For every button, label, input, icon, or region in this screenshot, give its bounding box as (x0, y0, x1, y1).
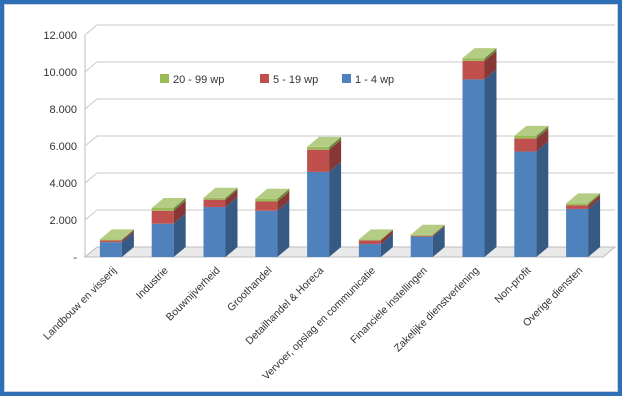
bar-segment-side (329, 136, 342, 150)
bar-top (566, 193, 601, 204)
bar-top (410, 224, 445, 235)
bar-segment-side (432, 225, 445, 237)
y-tick-label: 10.000 (43, 67, 77, 79)
y-tick-label: 4.000 (49, 178, 77, 190)
bar-top (99, 229, 134, 240)
x-tick-label: Bouwnijverheid (164, 265, 223, 324)
legend-swatch (260, 74, 269, 83)
bar-segment (410, 234, 433, 236)
bar-segment-side (588, 193, 601, 206)
y-tick-label: 2.000 (49, 215, 77, 227)
y-gridline (84, 209, 615, 221)
x-tick-label: Industrie (134, 265, 171, 302)
bar-segment (566, 205, 589, 209)
y-gridline (84, 24, 615, 36)
y-gridline (84, 135, 615, 147)
y-tick-label: 12.000 (43, 30, 77, 42)
bar-segment (307, 149, 330, 172)
bar-segment (99, 242, 122, 257)
bar-segment (514, 151, 537, 257)
bar-segment-side (380, 230, 393, 245)
bar-segment-side (121, 229, 134, 241)
bar-segment (358, 244, 381, 257)
x-tick-label: Non-profit (492, 265, 533, 306)
bar-segment-side (121, 232, 134, 257)
bar-segment-side (121, 230, 134, 243)
y-gridline (84, 172, 615, 184)
bar-segment (462, 60, 485, 80)
bar-segment (99, 239, 122, 241)
bar-segment-side (536, 128, 549, 152)
bar-segment (203, 199, 226, 208)
bar-segment (358, 239, 381, 241)
bar-top (151, 197, 186, 208)
x-tick-label: Groothandel (225, 265, 274, 314)
bar-segment-side (225, 197, 238, 257)
x-tick-label: Vervoer, opslag en communicatie (260, 265, 378, 383)
legend-label: 20 - 99 wp (173, 74, 224, 86)
bar-segment-side (380, 234, 393, 257)
bar-segment (566, 203, 589, 206)
bar-top (255, 188, 290, 199)
bar-segment (255, 210, 278, 257)
x-tick-label: Landbouw en visserij (41, 265, 119, 343)
bar-segment-side (588, 198, 601, 257)
bar-segment-side (484, 48, 497, 61)
bar-segment (255, 198, 278, 202)
bar-segment (151, 207, 174, 211)
y-gridline (84, 98, 615, 110)
bar-segment (307, 171, 330, 257)
bar-segment-side (277, 188, 290, 202)
bar-top (462, 48, 497, 59)
bar-segment-side (432, 224, 445, 236)
x-tick-label: Zakelijke dienstverlening (392, 265, 482, 355)
bar-segment-side (173, 197, 186, 211)
bar-segment-side (173, 200, 186, 224)
y-tick-label: - (73, 252, 77, 264)
bar-segment-side (380, 229, 393, 241)
bar-segment (514, 138, 537, 152)
bar-segment (462, 79, 485, 258)
bar-segment-side (173, 213, 186, 257)
legend-label: 5 - 19 wp (273, 74, 318, 86)
bar-segment (566, 208, 589, 257)
bar-segment (203, 197, 226, 200)
bar-segment (99, 240, 122, 243)
bar-segment (410, 235, 433, 237)
bar-segment (151, 223, 174, 257)
chart-frame: - 2.000 4.000 6.000 8.000 10.000 12.000 Landbou… (4, 4, 618, 392)
y-tick-label: 6.000 (49, 141, 77, 153)
bar-segment-side (329, 139, 342, 172)
legend-swatch (342, 74, 351, 83)
bar-segment (307, 146, 330, 150)
bar-segment (514, 135, 537, 139)
bar-segment-side (432, 226, 445, 257)
y-tick-label: 8.000 (49, 104, 77, 116)
bar-segment-side (484, 69, 497, 258)
y-gridline (84, 61, 615, 73)
bar-segment-side (225, 189, 238, 208)
bar-segment-side (484, 50, 497, 80)
bar-top (307, 136, 342, 147)
legend-swatch (160, 74, 169, 83)
bar-top (514, 125, 549, 136)
bar-segment-side (329, 161, 342, 257)
bar-segment (203, 207, 226, 257)
bar-segment-side (277, 200, 290, 257)
bar-segment (255, 201, 278, 211)
bar-segment-side (536, 141, 549, 257)
bar-segment (462, 58, 485, 61)
bar-segment-side (277, 191, 290, 211)
legend-label: 1 - 4 wp (355, 74, 394, 86)
chart-svg: - 2.000 4.000 6.000 8.000 10.000 12.000 Landbou… (41, 24, 617, 383)
bar-segment (151, 210, 174, 224)
bar-top (358, 229, 393, 240)
bar-segment-side (536, 125, 549, 139)
bar-segment-side (588, 195, 601, 209)
bar-top (203, 187, 238, 198)
bar-segment-side (225, 187, 238, 200)
bar-segment (358, 240, 381, 245)
bar-segment (410, 236, 433, 257)
